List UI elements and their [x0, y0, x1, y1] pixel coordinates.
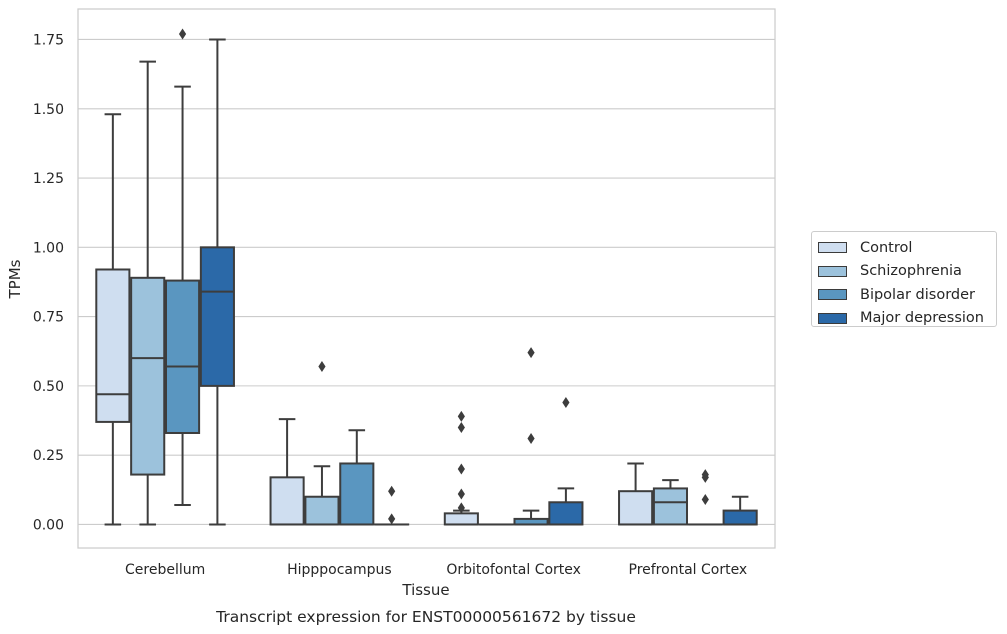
chart-title: Transcript expression for ENST0000056167…	[215, 608, 636, 626]
box-body	[443, 512, 479, 526]
x-tick-label: Orbitofontal Cortex	[446, 562, 581, 578]
y-tick-label: 1.25	[33, 171, 64, 187]
outlier-point	[388, 513, 396, 525]
x-tick-label: Prefrontal Cortex	[629, 562, 748, 578]
outlier-point	[457, 463, 465, 475]
x-tick-labels: Cerebellum Hipppocampus Orbitofontal Corte…	[125, 562, 747, 578]
box-major-depression	[722, 495, 758, 526]
legend-swatch	[818, 289, 847, 301]
box-major-depression	[199, 38, 235, 526]
box-schizophrenia	[304, 360, 340, 526]
box-bipolar-disorder	[339, 429, 375, 526]
x-axis-label: Tissue	[401, 581, 449, 599]
outlier-point	[178, 28, 187, 40]
x-tick-label: Cerebellum	[125, 562, 205, 578]
box-body	[618, 490, 654, 526]
plot-frame	[77, 8, 776, 549]
box-control	[269, 418, 305, 526]
outlier-point	[457, 421, 465, 433]
box-body	[722, 509, 758, 526]
legend-item: Major depression	[818, 307, 996, 331]
box-body	[130, 276, 166, 476]
y-tick-label: 0.00	[33, 517, 64, 533]
box-body	[199, 246, 235, 387]
x-tick-label: Hipppocampus	[287, 562, 392, 578]
box-body	[95, 268, 131, 423]
box-bipolar-disorder	[164, 28, 201, 507]
box-bipolar-disorder	[513, 347, 549, 526]
box-control	[95, 113, 131, 526]
box-major-depression	[374, 485, 410, 526]
y-tick-labels: 0.00 0.25 0.50 0.75 1.00 1.25 1.50 1.75	[33, 32, 64, 533]
box-major-depression	[548, 397, 584, 526]
box-body	[304, 495, 340, 526]
outlier-point	[701, 471, 709, 483]
legend-label: Schizophrenia	[860, 263, 962, 280]
y-tick-label: 1.00	[33, 240, 64, 256]
box-schizophrenia	[130, 60, 166, 526]
chart-legend: Control Schizophrenia Bipolar disorder Majo…	[811, 231, 997, 327]
outlier-point	[562, 397, 570, 409]
legend-swatch	[818, 312, 847, 324]
legend-item: Schizophrenia	[818, 260, 996, 284]
legend-label: Control	[860, 239, 913, 256]
y-tick-label: 1.50	[33, 102, 64, 118]
outlier-point	[457, 488, 465, 500]
legend-swatch	[818, 242, 847, 254]
box-body	[652, 487, 689, 526]
box-body	[548, 501, 584, 526]
legend-label: Bipolar disorder	[860, 286, 975, 303]
legend-item: Bipolar disorder	[818, 283, 996, 307]
box-body	[269, 476, 305, 526]
outlier-point	[388, 485, 396, 497]
y-tick-label: 0.50	[33, 379, 64, 395]
box-plots	[95, 28, 758, 526]
box-bipolar-disorder	[687, 469, 723, 526]
y-tick-label: 1.75	[33, 32, 64, 48]
y-tick-label: 0.75	[33, 310, 64, 326]
outlier-point	[457, 410, 465, 422]
legend-item: Control	[818, 236, 996, 260]
box-control	[618, 462, 654, 526]
outlier-point	[527, 347, 535, 359]
outlier-point	[527, 433, 535, 445]
box-control	[443, 410, 479, 526]
legend-label: Major depression	[860, 310, 984, 327]
legend-swatch	[818, 265, 847, 277]
box-body	[164, 279, 201, 434]
box-body	[339, 462, 375, 526]
outlier-point	[318, 360, 326, 372]
box-schizophrenia	[652, 479, 689, 526]
y-axis-label: TPMs	[6, 259, 24, 299]
y-tick-label: 0.25	[33, 448, 64, 464]
outlier-point	[457, 502, 465, 514]
outlier-point	[701, 494, 709, 506]
